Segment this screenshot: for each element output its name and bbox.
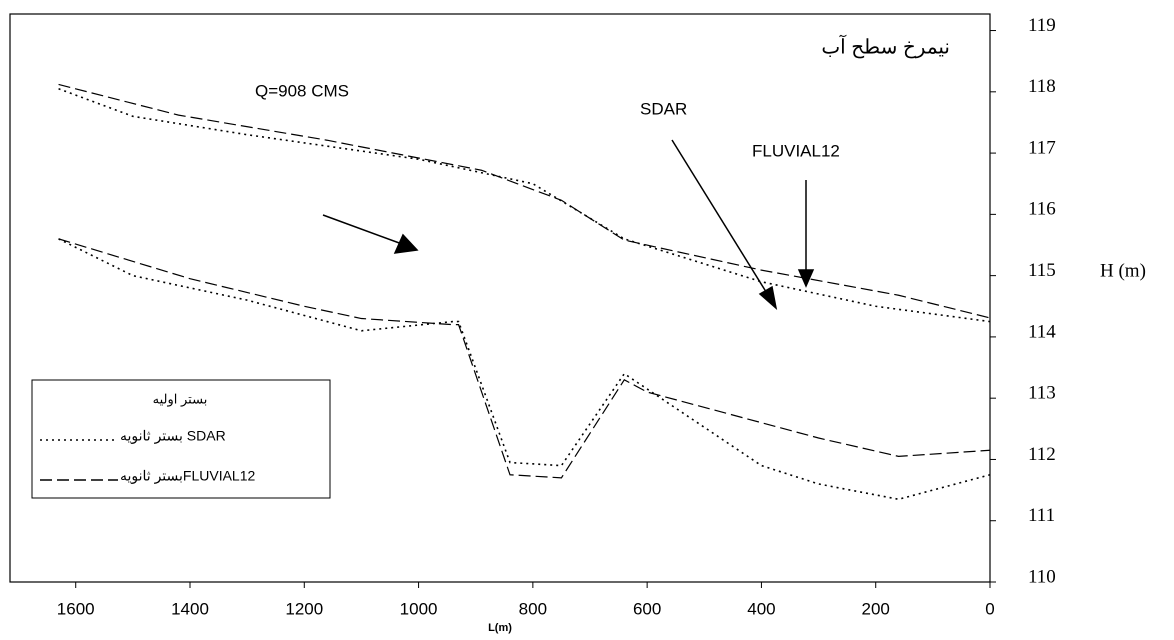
x-tick-label: 1200: [285, 599, 323, 618]
x-tick-label: 200: [862, 599, 890, 618]
x-tick-label: 1000: [400, 599, 438, 618]
y-tick-label: 116: [1028, 199, 1056, 220]
y-tick-label: 115: [1028, 260, 1056, 281]
series-line: [58, 238, 991, 501]
x-tick-label: 400: [747, 599, 775, 618]
y-axis-title: H (m): [1100, 260, 1146, 281]
series-line: [58, 83, 991, 319]
legend-label: بستر ثانویهFLUVIAL12: [120, 468, 256, 485]
annotation: SDAR: [640, 99, 687, 118]
arrows: [322, 139, 815, 310]
y-tick-label: 118: [1028, 76, 1056, 97]
y-tick-label: 110: [1028, 566, 1056, 587]
y-tick-label: 114: [1028, 321, 1056, 342]
x-tick-label: 1400: [171, 599, 209, 618]
legend-title: بستر اولیه: [153, 391, 208, 407]
x-axis-title: L(m): [488, 622, 512, 634]
plot-frame: [9, 13, 991, 583]
series-line: [58, 238, 991, 479]
x-tick-label: 0: [985, 599, 994, 618]
y-tick-label: 117: [1028, 137, 1056, 158]
y-tick-label: 111: [1028, 505, 1055, 526]
legend-label: بستر ثانویه SDAR: [120, 428, 226, 445]
annotation: FLUVIAL12: [752, 141, 840, 160]
chart-title: نیمرخ سطح آب: [821, 34, 950, 58]
y-tick-label: 113: [1028, 383, 1056, 404]
y-tick-label: 119: [1028, 15, 1056, 36]
annotation: Q=908 CMS: [255, 81, 349, 100]
y-tick-label: 112: [1028, 444, 1056, 465]
legend: [31, 379, 331, 499]
x-tick-label: 600: [633, 599, 661, 618]
x-tick-label: 1600: [57, 599, 95, 618]
x-tick-label: 800: [519, 599, 547, 618]
